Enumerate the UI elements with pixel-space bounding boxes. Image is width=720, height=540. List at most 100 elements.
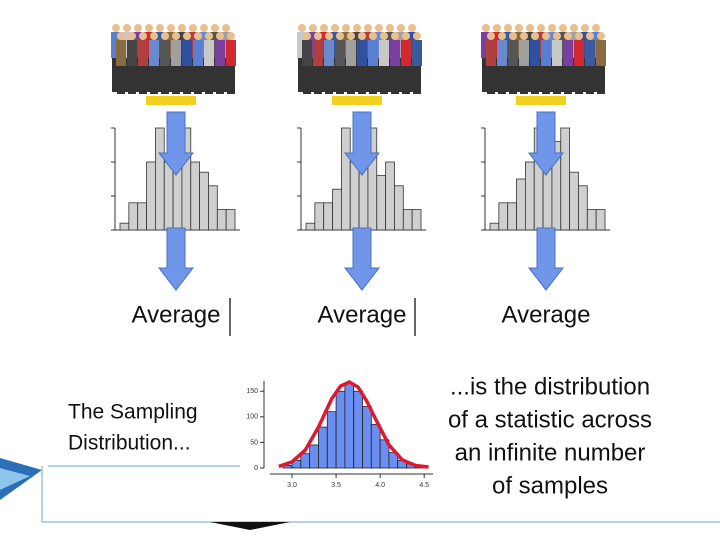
person-head — [353, 24, 361, 32]
person-legs — [320, 58, 328, 92]
person-body — [574, 40, 584, 66]
person-body — [226, 40, 236, 66]
fit-curve — [278, 380, 429, 469]
person-body — [530, 40, 540, 66]
person-legs — [548, 58, 556, 92]
person-head — [161, 32, 169, 40]
y-tick-label: 150 — [246, 388, 258, 395]
bar — [146, 161, 156, 231]
person-legs — [391, 66, 399, 94]
arrow — [157, 227, 195, 291]
person-legs — [397, 58, 405, 92]
person-head — [581, 24, 589, 32]
person-body — [390, 40, 400, 66]
person-head — [314, 32, 322, 40]
person-legs — [227, 66, 235, 94]
person-head — [542, 32, 550, 40]
person-head — [222, 24, 230, 32]
person-body — [552, 40, 562, 66]
person-head — [156, 24, 164, 32]
bar — [524, 161, 535, 231]
person-legs — [117, 66, 125, 94]
person-body — [563, 40, 573, 66]
person-legs — [112, 58, 120, 92]
person-head — [520, 32, 528, 40]
person-legs — [375, 58, 383, 92]
person-legs — [592, 58, 600, 92]
person-head — [128, 32, 136, 40]
person-body — [116, 40, 126, 66]
person-head — [391, 32, 399, 40]
person-legs — [156, 58, 164, 92]
x-tick-label: 3.0 — [287, 482, 297, 489]
person-legs — [570, 58, 578, 92]
person-legs — [542, 66, 550, 94]
x-tick-label: 3.5 — [331, 482, 341, 489]
bar — [349, 161, 360, 231]
right-text: of a statistic across — [448, 406, 652, 433]
person-body — [357, 40, 367, 66]
person-body — [541, 40, 551, 66]
bar — [353, 390, 363, 469]
person-legs — [139, 66, 147, 94]
person-legs — [211, 58, 219, 92]
person-head — [178, 24, 186, 32]
person-head — [123, 24, 131, 32]
person-head — [325, 32, 333, 40]
person-legs — [353, 58, 361, 92]
person-head — [402, 32, 410, 40]
person-body — [149, 40, 159, 66]
bar — [362, 406, 372, 469]
bar — [309, 444, 319, 469]
person-legs — [161, 66, 169, 94]
person-legs — [520, 66, 528, 94]
person-head — [369, 32, 377, 40]
person-legs — [586, 66, 594, 94]
person-legs — [298, 58, 306, 92]
person-head — [205, 32, 213, 40]
bar — [190, 161, 201, 231]
person-head — [559, 24, 567, 32]
person-body — [193, 40, 203, 66]
person-legs — [537, 58, 545, 92]
person-head — [570, 24, 578, 32]
person-head — [408, 24, 416, 32]
person-head — [150, 32, 158, 40]
bar — [119, 222, 130, 231]
person-legs — [575, 66, 583, 94]
person-head — [167, 24, 175, 32]
person-head — [194, 32, 202, 40]
bar — [128, 202, 139, 231]
person-body — [215, 40, 225, 66]
person-legs — [178, 58, 186, 92]
person-head — [498, 32, 506, 40]
person-body — [519, 40, 529, 66]
person-head — [413, 32, 421, 40]
bar — [305, 222, 316, 231]
bar — [323, 202, 333, 231]
arrow — [527, 111, 565, 176]
person-legs — [150, 66, 158, 94]
person-legs — [183, 66, 191, 94]
arrow — [157, 111, 195, 176]
person-legs — [498, 66, 506, 94]
person-head — [303, 32, 311, 40]
person-legs — [413, 66, 421, 94]
right-text: of samples — [492, 472, 608, 499]
y-tick-label: 50 — [250, 439, 258, 446]
person-legs — [564, 66, 572, 94]
bar — [199, 171, 209, 231]
average-label: Average — [318, 301, 407, 328]
person-legs — [216, 66, 224, 94]
person-body — [368, 40, 378, 66]
average-label: Average — [132, 301, 221, 328]
person-legs — [347, 66, 355, 94]
bar — [385, 161, 395, 231]
person-legs — [369, 66, 377, 94]
bar — [498, 202, 509, 231]
sample-tag — [332, 96, 382, 105]
arrow — [343, 227, 381, 291]
bar — [300, 453, 311, 469]
person-head — [189, 24, 197, 32]
